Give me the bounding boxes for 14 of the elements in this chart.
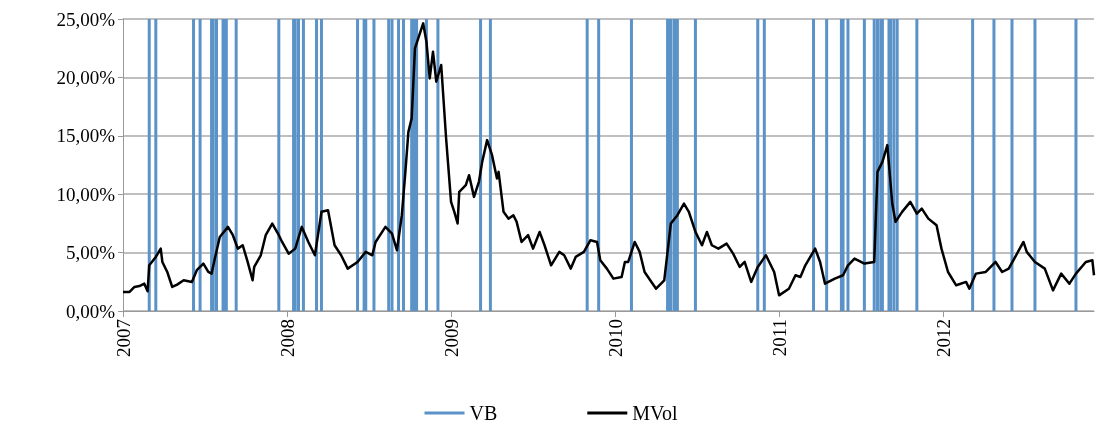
y-tick-label: 15,00%: [56, 125, 116, 147]
y-tick-label: 5,00%: [65, 242, 116, 264]
y-tick-label: 25,00%: [56, 8, 116, 30]
x-tick-label: 2010: [604, 319, 626, 357]
x-tick-label: 2012: [932, 319, 954, 357]
legend-label: VB: [469, 402, 498, 424]
y-tick-label: 20,00%: [56, 66, 116, 88]
y-tick-label: 0,00%: [65, 300, 116, 322]
x-tick-label: 2007: [112, 319, 134, 357]
legend-label: MVol: [632, 402, 678, 424]
x-tick-label: 2009: [440, 319, 462, 357]
x-tick-label: 2008: [276, 319, 298, 357]
y-tick-label: 10,00%: [56, 183, 116, 205]
x-tick-label: 2011: [768, 319, 790, 357]
